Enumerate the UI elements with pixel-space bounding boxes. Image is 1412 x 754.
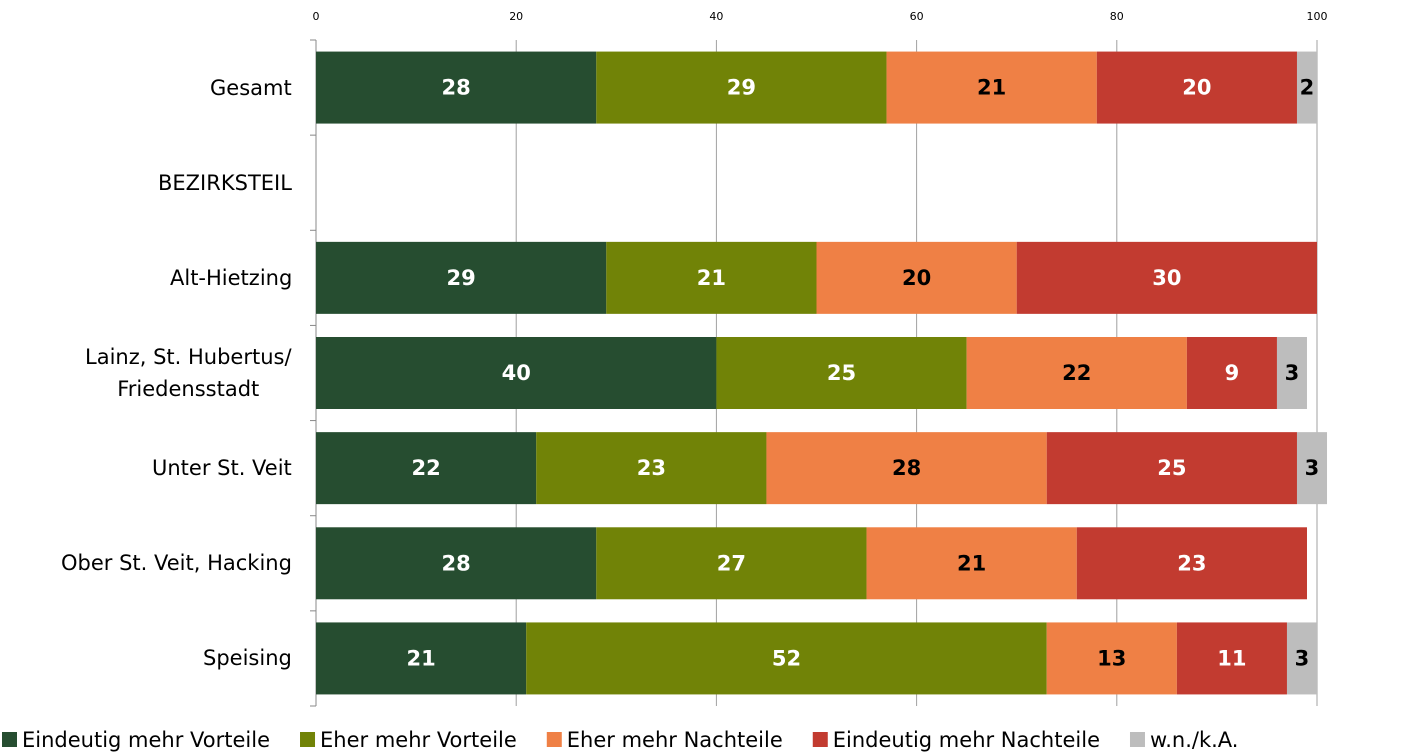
- legend-swatch: [300, 732, 316, 747]
- bar-segment: [606, 241, 817, 314]
- value-label: 25: [827, 361, 856, 385]
- bar-segment: [816, 241, 1017, 314]
- y-tick-label: BEZIRKSTEIL: [158, 170, 292, 195]
- bar-segment: [966, 337, 1187, 409]
- value-label: 13: [1097, 646, 1126, 670]
- bar-segment: [1186, 337, 1277, 409]
- legend-swatch: [812, 732, 828, 747]
- bar-segment: [766, 432, 1047, 505]
- bar-segment: [1296, 432, 1328, 505]
- bar-segment: [1176, 622, 1287, 695]
- value-label: 22: [411, 456, 440, 480]
- value-label: 25: [1157, 456, 1186, 480]
- value-label: 52: [772, 646, 801, 670]
- value-label: 21: [977, 76, 1006, 100]
- x-tick-label: 40: [709, 10, 723, 23]
- bar-segment: [716, 337, 967, 409]
- bar-segment: [316, 337, 717, 409]
- bar-segment: [1046, 432, 1297, 505]
- bar-segment: [316, 622, 527, 695]
- x-tick-label: 60: [910, 10, 924, 23]
- x-tick-label: 20: [509, 10, 523, 23]
- value-label: 9: [1225, 361, 1240, 385]
- bar-segment: [596, 51, 887, 124]
- bar-segment: [1296, 51, 1317, 124]
- y-tick-label: Unter St. Veit: [152, 456, 292, 481]
- x-tick-label: 0: [313, 10, 320, 23]
- value-label: 11: [1217, 646, 1246, 670]
- y-tick-label: Ober St. Veit, Hacking: [61, 551, 292, 576]
- value-label: 20: [902, 266, 931, 290]
- value-label: 3: [1295, 646, 1310, 670]
- y-tick-label: Gesamt: [210, 75, 292, 100]
- value-label: 23: [637, 456, 666, 480]
- bar-segment: [866, 527, 1077, 600]
- y-tick-label: Alt-Hietzing: [170, 265, 293, 290]
- value-label: 21: [697, 266, 726, 290]
- x-tick-label: 80: [1110, 10, 1124, 23]
- bar-segment: [1276, 337, 1307, 409]
- legend-swatch: [1129, 732, 1145, 747]
- bar-segment: [1096, 51, 1297, 124]
- legend-label: Eindeutig mehr Nachteile: [833, 728, 1100, 752]
- value-label: 23: [1177, 551, 1206, 575]
- value-label: 29: [727, 76, 756, 100]
- value-label: 21: [957, 551, 986, 575]
- bar-segment: [536, 432, 767, 505]
- bar-segment: [316, 51, 597, 124]
- legend-swatch: [2, 732, 17, 747]
- x-tick-label: 100: [1307, 10, 1328, 23]
- value-label: 2: [1300, 76, 1315, 100]
- value-label: 28: [442, 551, 471, 575]
- y-tick-label: Speising: [203, 646, 292, 671]
- bar-segment: [316, 527, 597, 600]
- value-label: 27: [717, 551, 746, 575]
- value-label: 28: [442, 76, 471, 100]
- bar-segment: [1016, 241, 1317, 314]
- value-label: 21: [406, 646, 435, 670]
- bar-segment: [316, 241, 607, 314]
- legend-label: w.n./k.A.: [1150, 728, 1239, 752]
- bar-segment: [596, 527, 867, 600]
- value-label: 22: [1062, 361, 1091, 385]
- bar-segment: [526, 622, 1047, 695]
- bar-segment: [886, 51, 1097, 124]
- legend-label: Eindeutig mehr Vorteile: [22, 728, 270, 752]
- value-label: 28: [892, 456, 921, 480]
- value-label: 40: [502, 361, 531, 385]
- value-label: 3: [1285, 361, 1300, 385]
- legend-label: Eher mehr Nachteile: [567, 728, 783, 752]
- value-label: 29: [447, 266, 476, 290]
- y-tick-label: Lainz, St. Hubertus/ Friedensstadt: [85, 345, 292, 401]
- bar-segment: [316, 432, 537, 505]
- bar-segment: [1076, 527, 1307, 600]
- bar-segment: [1286, 622, 1317, 695]
- bar-segment: [1046, 622, 1177, 695]
- value-label: 30: [1152, 266, 1181, 290]
- value-label: 20: [1182, 76, 1211, 100]
- legend-swatch: [546, 732, 562, 747]
- legend-label: Eher mehr Vorteile: [320, 728, 517, 752]
- value-label: 3: [1305, 456, 1320, 480]
